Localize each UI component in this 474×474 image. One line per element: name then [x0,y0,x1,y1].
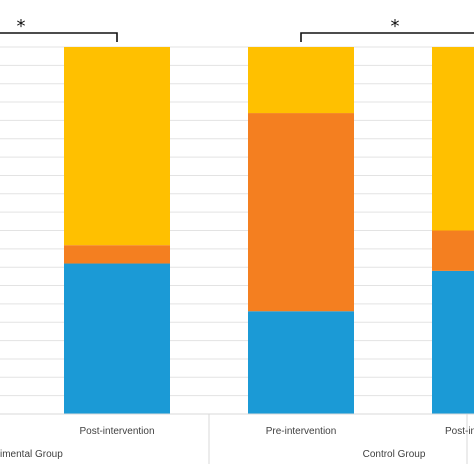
bar-segment-2-2 [248,47,354,114]
x-axis [0,413,474,464]
category-label-1: Post-intervention [79,426,154,437]
bar-segment-2-1 [248,113,354,312]
significance-bracket-experimental [0,32,118,42]
category-labels: Post-intervention Pre-intervention Post-… [0,426,474,460]
significance-star-experimental: * [17,16,26,37]
bar-segment-2-0 [248,311,354,414]
category-label-3: Post-in [445,426,474,437]
bar-segment-1-2 [64,47,170,246]
group-label-experimental: imental Group [0,449,63,460]
bar-segment-3-0 [432,270,474,414]
bar-segment-1-0 [64,263,170,414]
bar-segment-3-1 [432,230,474,271]
significance-bracket-control [300,32,474,42]
significance-annotations: * * [0,16,474,42]
category-label-2: Pre-intervention [266,426,337,437]
group-label-control: Control Group [363,449,426,460]
bars [64,47,474,414]
bar-segment-3-2 [432,47,474,231]
significance-star-control: * [391,16,400,37]
bar-segment-1-1 [64,245,170,264]
